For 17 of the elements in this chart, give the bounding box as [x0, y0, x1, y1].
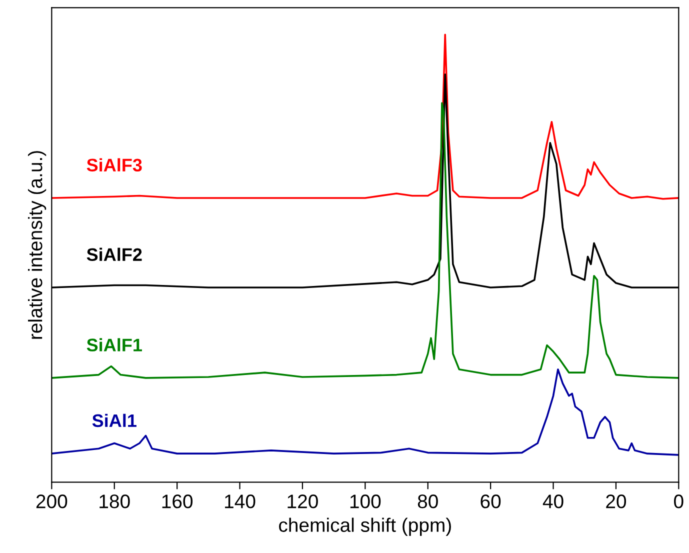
x-tick-label: 0 [674, 494, 684, 508]
x-tick-label: 40 [542, 494, 564, 508]
series-label: SiAlF3 [86, 158, 142, 172]
series-label: SiAlF1 [86, 338, 142, 352]
x-axis-title: chemical shift (ppm) [279, 518, 451, 536]
series-label: SiAl1 [92, 414, 136, 428]
series-label: SiAlF2 [86, 248, 142, 262]
x-tick-label: 180 [100, 494, 130, 508]
x-tick-label: 20 [606, 494, 626, 508]
x-tick-label: 60 [480, 494, 501, 508]
x-tick-label: 140 [225, 494, 256, 508]
x-tick-label: 80 [418, 494, 438, 508]
y-axis-title: relative intensity (a.u.) [28, 151, 46, 339]
x-tick-label: 120 [288, 494, 318, 508]
x-tick-label: 200 [36, 494, 68, 508]
x-tick-label: 160 [162, 494, 193, 508]
x-tick-label: 100 [350, 494, 381, 508]
